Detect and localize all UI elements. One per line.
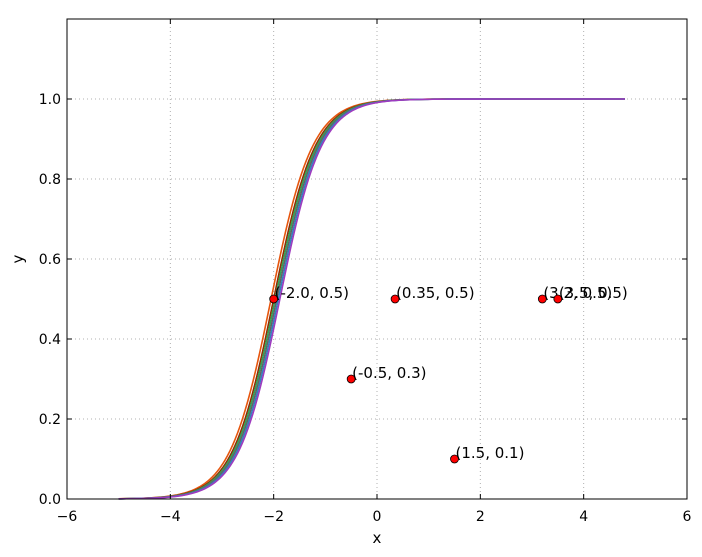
x-tick-label: 6	[683, 509, 692, 525]
x-tick-label: 4	[579, 509, 588, 525]
x-tick-label: −2	[263, 509, 284, 525]
curves	[118, 98, 625, 500]
y-tick-label: 0.6	[39, 252, 61, 268]
y-tick-label: 0.0	[39, 492, 61, 508]
y-tick-label: 0.2	[39, 412, 61, 428]
point-annotation: (0.35, 0.5)	[396, 284, 475, 302]
y-tick-label: 0.8	[39, 172, 61, 188]
y-tick-label: 1.0	[39, 92, 61, 108]
data-point	[537, 294, 547, 304]
x-tick-label: −4	[160, 509, 181, 525]
point-annotation: (-2.0, 0.5)	[275, 284, 349, 302]
x-tick-label: 0	[373, 509, 382, 525]
series-line	[118, 98, 625, 500]
data-point	[346, 374, 356, 384]
x-tick-label: 2	[476, 509, 485, 525]
point-annotation: (-0.5, 0.3)	[352, 364, 426, 382]
point-annotation: (3.5, 0.5)	[559, 284, 628, 302]
point-annotation: (1.5, 0.1)	[456, 444, 525, 462]
y-axis-label: y	[9, 254, 27, 263]
data-point	[390, 294, 400, 304]
data-points: (-2.0, 0.5) (0.35, 0.5) (3.2, 0.5)(3.5, 0.…	[269, 284, 628, 464]
data-point	[269, 294, 279, 304]
y-tick-label: 0.4	[39, 332, 61, 348]
x-axis-label: x	[373, 529, 382, 547]
data-point	[450, 454, 459, 464]
x-tick-label: −6	[57, 509, 78, 525]
grid	[67, 19, 687, 499]
ticks: −6 −4 −2 0 2 4 6 0.0 0.2 0.4 0.6 0.8 1.0	[39, 19, 692, 525]
data-point	[553, 294, 563, 304]
